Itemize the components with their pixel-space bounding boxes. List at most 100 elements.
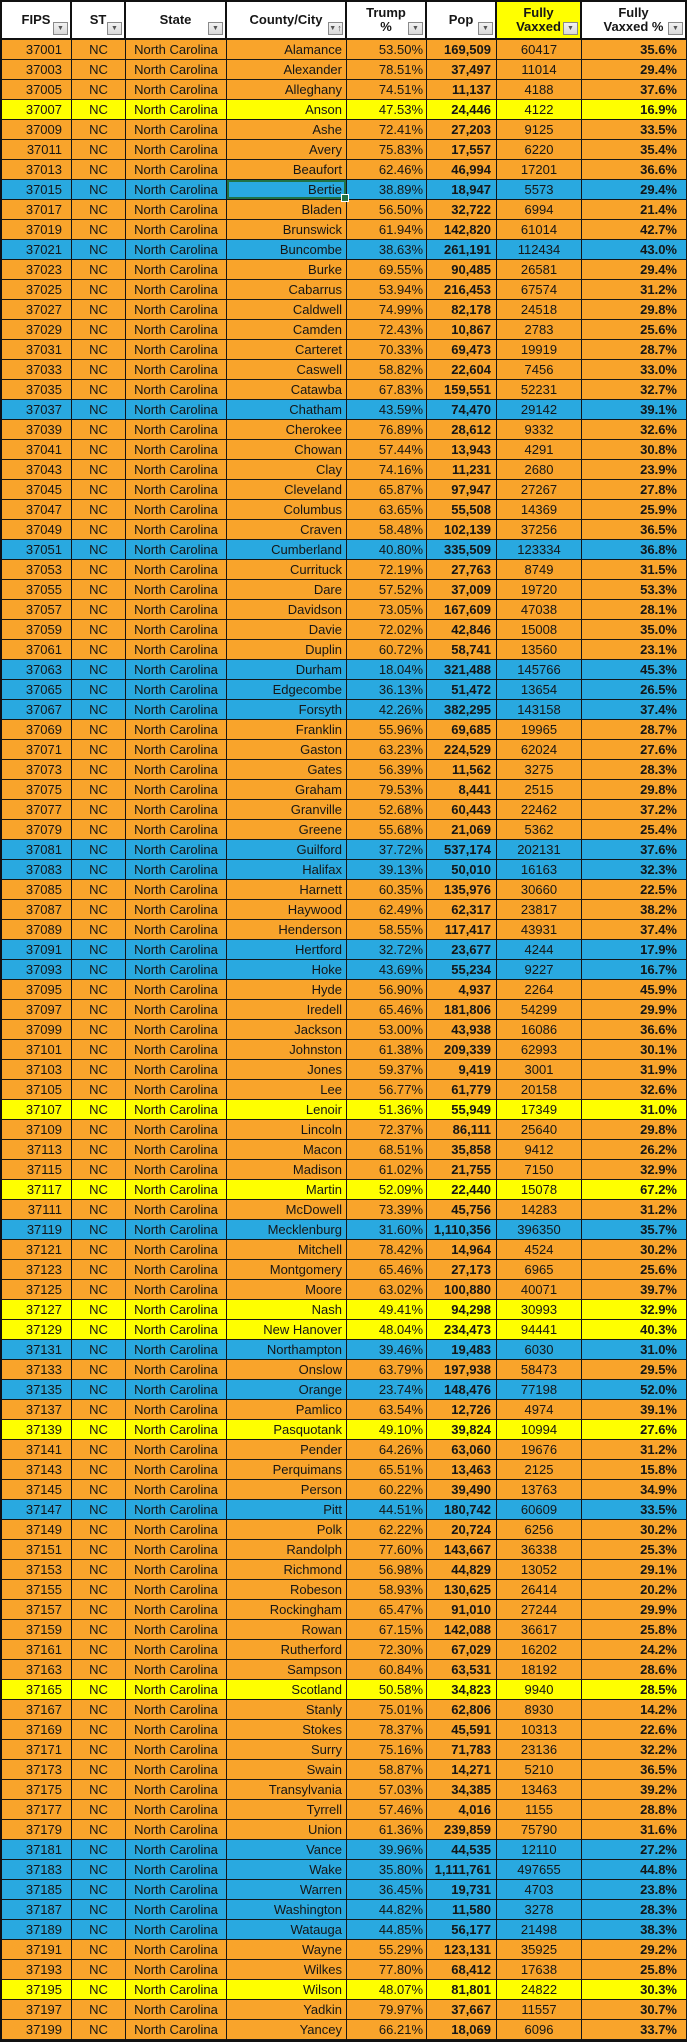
cell-trump_pct[interactable]: 49.41%	[347, 1300, 427, 1320]
cell-fully_vaxxed[interactable]: 3001	[497, 1060, 582, 1080]
cell-county[interactable]: Duplin	[227, 640, 347, 660]
cell-trump_pct[interactable]: 65.47%	[347, 1600, 427, 1620]
cell-fully_vaxxed[interactable]: 67574	[497, 280, 582, 300]
cell-state[interactable]: North Carolina	[126, 380, 227, 400]
cell-fips[interactable]: 37011	[2, 140, 72, 160]
cell-fully_vaxxed[interactable]: 16086	[497, 1020, 582, 1040]
cell-fully_vaxxed[interactable]: 13463	[497, 1780, 582, 1800]
cell-st[interactable]: NC	[72, 1340, 126, 1360]
cell-fully_vaxxed[interactable]: 35925	[497, 1940, 582, 1960]
cell-fully_vaxxed[interactable]: 6096	[497, 2020, 582, 2040]
filter-dropdown-icon[interactable]: ▼	[478, 22, 493, 35]
cell-state[interactable]: North Carolina	[126, 600, 227, 620]
cell-fully_vaxxed_pct[interactable]: 37.6%	[582, 840, 687, 860]
cell-state[interactable]: North Carolina	[126, 700, 227, 720]
cell-fully_vaxxed_pct[interactable]: 25.8%	[582, 1620, 687, 1640]
cell-fully_vaxxed[interactable]: 75790	[497, 1820, 582, 1840]
cell-county[interactable]: Vance	[227, 1840, 347, 1860]
cell-fully_vaxxed[interactable]: 14283	[497, 1200, 582, 1220]
cell-fully_vaxxed_pct[interactable]: 39.1%	[582, 1400, 687, 1420]
cell-st[interactable]: NC	[72, 1000, 126, 1020]
cell-fips[interactable]: 37179	[2, 1820, 72, 1840]
cell-st[interactable]: NC	[72, 1620, 126, 1640]
cell-fips[interactable]: 37097	[2, 1000, 72, 1020]
cell-fully_vaxxed[interactable]: 36617	[497, 1620, 582, 1640]
cell-st[interactable]: NC	[72, 1700, 126, 1720]
cell-state[interactable]: North Carolina	[126, 160, 227, 180]
cell-state[interactable]: North Carolina	[126, 1200, 227, 1220]
cell-county[interactable]: Gaston	[227, 740, 347, 760]
cell-trump_pct[interactable]: 43.59%	[347, 400, 427, 420]
cell-state[interactable]: North Carolina	[126, 920, 227, 940]
cell-trump_pct[interactable]: 61.36%	[347, 1820, 427, 1840]
cell-trump_pct[interactable]: 42.26%	[347, 700, 427, 720]
cell-fully_vaxxed_pct[interactable]: 32.3%	[582, 860, 687, 880]
cell-st[interactable]: NC	[72, 880, 126, 900]
cell-fips[interactable]: 37141	[2, 1440, 72, 1460]
cell-state[interactable]: North Carolina	[126, 1500, 227, 1520]
cell-trump_pct[interactable]: 72.43%	[347, 320, 427, 340]
cell-fips[interactable]: 37051	[2, 540, 72, 560]
cell-fips[interactable]: 37131	[2, 1340, 72, 1360]
cell-st[interactable]: NC	[72, 1360, 126, 1380]
cell-state[interactable]: North Carolina	[126, 1140, 227, 1160]
cell-fully_vaxxed[interactable]: 62024	[497, 740, 582, 760]
cell-fully_vaxxed[interactable]: 4703	[497, 1880, 582, 1900]
cell-state[interactable]: North Carolina	[126, 1160, 227, 1180]
cell-state[interactable]: North Carolina	[126, 2020, 227, 2040]
cell-fully_vaxxed_pct[interactable]: 14.2%	[582, 1700, 687, 1720]
cell-county[interactable]: Orange	[227, 1380, 347, 1400]
cell-fully_vaxxed[interactable]: 19676	[497, 1440, 582, 1460]
cell-st[interactable]: NC	[72, 1560, 126, 1580]
cell-county[interactable]: Hyde	[227, 980, 347, 1000]
cell-fully_vaxxed_pct[interactable]: 29.4%	[582, 60, 687, 80]
cell-state[interactable]: North Carolina	[126, 900, 227, 920]
cell-fully_vaxxed_pct[interactable]: 36.5%	[582, 1760, 687, 1780]
cell-fully_vaxxed[interactable]: 4188	[497, 80, 582, 100]
cell-county[interactable]: Wilkes	[227, 1960, 347, 1980]
cell-fully_vaxxed[interactable]: 4122	[497, 100, 582, 120]
cell-st[interactable]: NC	[72, 780, 126, 800]
cell-fips[interactable]: 37181	[2, 1840, 72, 1860]
cell-county[interactable]: Buncombe	[227, 240, 347, 260]
cell-st[interactable]: NC	[72, 1020, 126, 1040]
cell-st[interactable]: NC	[72, 1960, 126, 1980]
filter-dropdown-icon[interactable]: ▼	[107, 22, 122, 35]
cell-fips[interactable]: 37153	[2, 1560, 72, 1580]
cell-fully_vaxxed_pct[interactable]: 28.6%	[582, 1660, 687, 1680]
cell-fips[interactable]: 37071	[2, 740, 72, 760]
cell-fips[interactable]: 37187	[2, 1900, 72, 1920]
cell-pop[interactable]: 11,137	[427, 80, 497, 100]
cell-st[interactable]: NC	[72, 820, 126, 840]
cell-st[interactable]: NC	[72, 1280, 126, 1300]
cell-st[interactable]: NC	[72, 1440, 126, 1460]
cell-st[interactable]: NC	[72, 1580, 126, 1600]
cell-fully_vaxxed_pct[interactable]: 29.8%	[582, 1120, 687, 1140]
cell-fips[interactable]: 37015	[2, 180, 72, 200]
cell-fully_vaxxed_pct[interactable]: 45.3%	[582, 660, 687, 680]
cell-trump_pct[interactable]: 60.35%	[347, 880, 427, 900]
cell-fully_vaxxed_pct[interactable]: 25.8%	[582, 1960, 687, 1980]
column-header-fully-vaxxed-pct[interactable]: Fully Vaxxed % ▼	[582, 0, 687, 40]
cell-fully_vaxxed[interactable]: 54299	[497, 1000, 582, 1020]
cell-fully_vaxxed_pct[interactable]: 29.8%	[582, 780, 687, 800]
cell-pop[interactable]: 335,509	[427, 540, 497, 560]
cell-county[interactable]: Stokes	[227, 1720, 347, 1740]
cell-state[interactable]: North Carolina	[126, 1760, 227, 1780]
cell-trump_pct[interactable]: 77.80%	[347, 1960, 427, 1980]
cell-county[interactable]: Rockingham	[227, 1600, 347, 1620]
cell-state[interactable]: North Carolina	[126, 1120, 227, 1140]
cell-fips[interactable]: 37135	[2, 1380, 72, 1400]
cell-state[interactable]: North Carolina	[126, 960, 227, 980]
cell-fips[interactable]: 37193	[2, 1960, 72, 1980]
cell-fips[interactable]: 37073	[2, 760, 72, 780]
cell-state[interactable]: North Carolina	[126, 620, 227, 640]
cell-pop[interactable]: 97,947	[427, 480, 497, 500]
cell-fips[interactable]: 37197	[2, 2000, 72, 2020]
cell-state[interactable]: North Carolina	[126, 300, 227, 320]
cell-trump_pct[interactable]: 57.46%	[347, 1800, 427, 1820]
cell-pop[interactable]: 239,859	[427, 1820, 497, 1840]
cell-fully_vaxxed_pct[interactable]: 23.8%	[582, 1880, 687, 1900]
cell-fully_vaxxed[interactable]: 8749	[497, 560, 582, 580]
cell-pop[interactable]: 537,174	[427, 840, 497, 860]
